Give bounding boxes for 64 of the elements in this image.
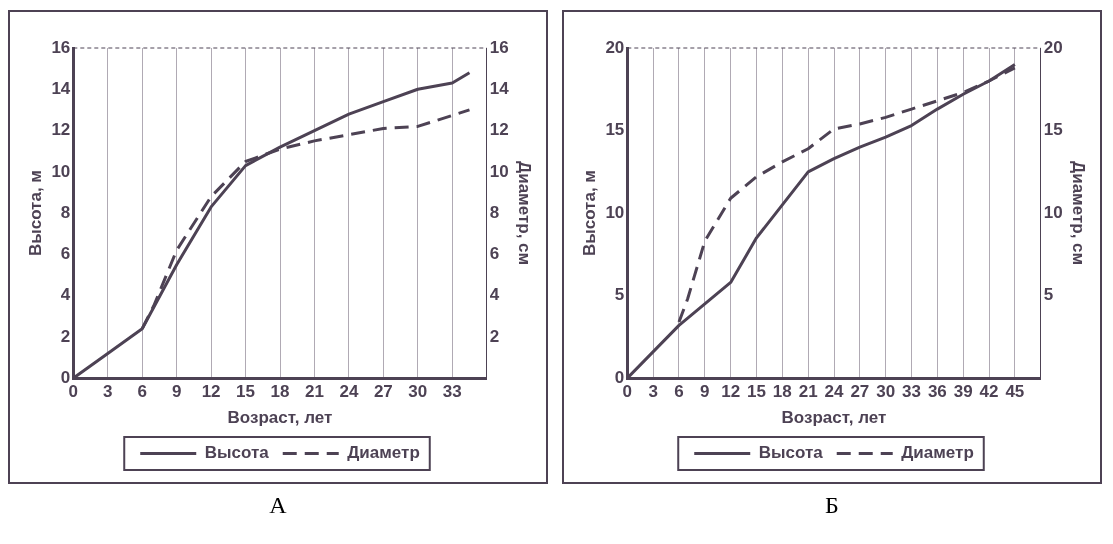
y-tick-label: 20 bbox=[605, 37, 625, 57]
y2-tick-label: 6 bbox=[489, 244, 500, 264]
y-axis-title: Высота, м bbox=[25, 170, 45, 257]
x-tick-label: 12 bbox=[201, 382, 221, 402]
y-tick-label: 10 bbox=[605, 202, 625, 222]
x-tick-label: 21 bbox=[304, 382, 324, 402]
y-tick-label: 0 bbox=[614, 367, 625, 387]
y-tick-label: 15 bbox=[605, 120, 625, 140]
y2-tick-label: 12 bbox=[489, 120, 509, 140]
y-tick-label: 4 bbox=[60, 285, 71, 305]
y-tick-label: 16 bbox=[51, 37, 71, 57]
x-tick-label: 15 bbox=[236, 382, 256, 402]
x-axis-title: Возраст, лет bbox=[781, 408, 887, 428]
x-axis-title: Возраст, лет bbox=[227, 408, 333, 428]
x-tick-label: 36 bbox=[927, 382, 947, 402]
x-tick-label: 33 bbox=[442, 382, 462, 402]
x-tick-label: 18 bbox=[270, 382, 290, 402]
x-tick-label: 30 bbox=[876, 382, 896, 402]
y-axis-title: Высота, м bbox=[579, 170, 599, 257]
y-tick-label: 14 bbox=[51, 78, 71, 98]
x-tick-label: 27 bbox=[373, 382, 393, 402]
x-tick-label: 12 bbox=[721, 382, 741, 402]
y2-axis-title: Диаметр, см bbox=[1069, 161, 1089, 266]
x-tick-label: 42 bbox=[979, 382, 999, 402]
x-tick-label: 9 bbox=[700, 382, 710, 402]
text: Б bbox=[825, 492, 839, 518]
legend-label: Диаметр bbox=[901, 443, 974, 463]
y2-tick-label: 16 bbox=[489, 37, 509, 57]
y-tick-label: 2 bbox=[60, 326, 71, 346]
y2-tick-label: 5 bbox=[1043, 285, 1054, 305]
x-tick-label: 9 bbox=[171, 382, 182, 402]
legend-label: Высота bbox=[204, 443, 270, 463]
y2-tick-label: 2 bbox=[489, 326, 500, 346]
y-tick-label: 6 bbox=[60, 244, 71, 264]
y2-tick-label: 8 bbox=[489, 202, 500, 222]
y2-tick-label: 15 bbox=[1043, 120, 1063, 140]
x-tick-label: 21 bbox=[798, 382, 818, 402]
y2-tick-label: 4 bbox=[489, 285, 500, 305]
x-tick-label: 15 bbox=[747, 382, 766, 402]
y-tick-label: 8 bbox=[60, 202, 71, 222]
y-tick-label: 12 bbox=[51, 120, 71, 140]
x-tick-label: 24 bbox=[824, 382, 844, 402]
y-tick-label: 0 bbox=[60, 367, 71, 387]
y2-tick-label: 14 bbox=[489, 78, 510, 98]
y2-tick-label: 10 bbox=[1043, 202, 1063, 222]
x-tick-label: 3 bbox=[648, 382, 658, 402]
x-tick-label: 6 bbox=[674, 382, 684, 402]
y2-axis-title: Диаметр, см bbox=[515, 161, 535, 266]
y-tick-label: 5 bbox=[614, 285, 625, 305]
x-tick-label: 6 bbox=[137, 382, 147, 402]
y2-tick-label: 10 bbox=[489, 161, 509, 181]
y-tick-label: 10 bbox=[51, 161, 71, 181]
x-tick-label: 33 bbox=[902, 382, 921, 402]
text: А bbox=[269, 492, 287, 518]
y2-tick-label: 20 bbox=[1043, 37, 1063, 57]
x-tick-label: 18 bbox=[772, 382, 792, 402]
x-tick-label: 30 bbox=[408, 382, 428, 402]
legend-label: Высота bbox=[758, 443, 824, 463]
x-tick-label: 45 bbox=[1005, 382, 1025, 402]
legend-label: Диаметр bbox=[347, 443, 420, 463]
x-tick-label: 3 bbox=[103, 382, 113, 402]
x-tick-label: 24 bbox=[339, 382, 359, 402]
x-tick-label: 27 bbox=[850, 382, 870, 402]
x-tick-label: 39 bbox=[953, 382, 973, 402]
